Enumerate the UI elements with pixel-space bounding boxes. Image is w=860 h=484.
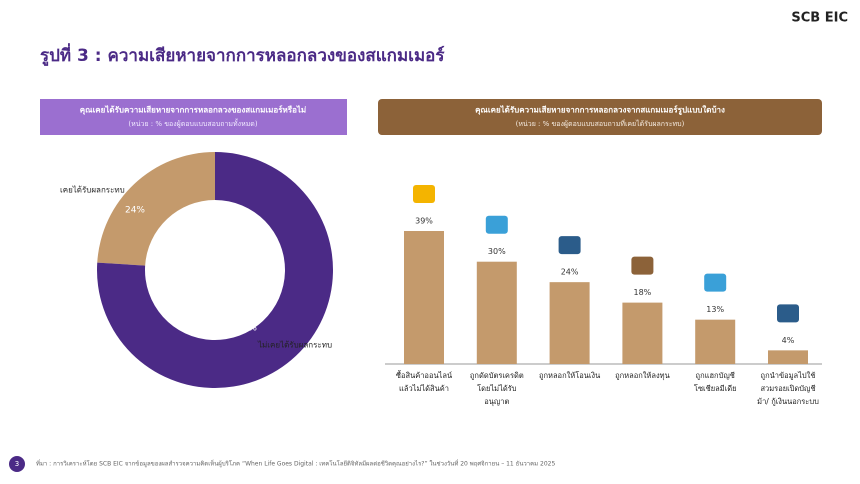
- bar-value-label: 13%: [706, 305, 724, 314]
- logo: SCB EIC: [791, 11, 848, 26]
- bar: [622, 302, 663, 364]
- right-header: [378, 99, 822, 135]
- bar-subtitle: (หน่วย : % ของผู้ตอบแบบสอบถามที่เคยได้รั…: [516, 119, 685, 128]
- x-category-label: อนุญาต: [484, 397, 509, 406]
- x-category-label: สวมรอยเปิดบัญชี: [760, 384, 815, 393]
- bar-value-label: 30%: [488, 247, 506, 256]
- x-category-label: ม้า/ กู้เงินนอกระบบ: [757, 397, 819, 406]
- bar-value-label: 4%: [782, 336, 795, 345]
- x-category-label: ถูกนำข้อมูลไปใช้: [761, 371, 816, 380]
- x-category-label: ถูกหลอกให้โอนเงิน: [539, 371, 600, 380]
- x-category-label: ถูกดัดบัตรเครดิต: [470, 371, 524, 380]
- x-category-label: แล้วไม่ได้สินค้า: [399, 384, 449, 393]
- x-category-label: โดยไม่ได้รับ: [477, 384, 517, 393]
- bar-value-label: 18%: [634, 288, 652, 297]
- slide-title: รูปที่ 3 : ความเสียหายจากการหลอกลวงของสแ…: [40, 43, 445, 67]
- bar-icon: [413, 185, 435, 203]
- donut-slice: [97, 152, 215, 266]
- page-number: 3: [15, 460, 19, 468]
- bar: [476, 261, 517, 364]
- bar-value-label: 24%: [561, 268, 579, 277]
- bar: [768, 350, 808, 364]
- bar-title: คุณเคยได้รับความเสียหายจากการหลอกลวงจากส…: [475, 105, 725, 116]
- bar: [404, 231, 444, 364]
- bar-icon: [631, 256, 654, 275]
- donut-slice: [97, 152, 334, 388]
- pie-title: คุณเคยได้รับความเสียหายจากการหลอกลวงของส…: [80, 105, 306, 116]
- bar-value-label: 39%: [415, 217, 433, 226]
- left-header: [40, 99, 347, 135]
- x-category-label: โซเชียลมีเดีย: [694, 384, 737, 393]
- source-note: ที่มา : การวิเคราะห์โดย SCB EIC จากข้อมู…: [36, 459, 556, 468]
- slice-value-label: 76%: [237, 324, 257, 334]
- x-category-label: ซื้อสินค้าออนไลน์: [396, 370, 452, 380]
- bar-icon: [485, 215, 508, 234]
- slice-category: ไม่เคยได้รับผลกระทบ: [257, 341, 332, 350]
- x-category-label: ถูกหลอกให้ลงทุน: [615, 371, 670, 380]
- bar-icon: [777, 304, 799, 323]
- page-badge: [9, 456, 25, 472]
- bar: [549, 282, 590, 364]
- x-category-label: ถูกแฮกบัญชี: [696, 371, 735, 380]
- pie-subtitle: (หน่วย : % ของผู้ตอบแบบสอบถามทั้งหมด): [128, 117, 257, 128]
- bar-icon: [558, 236, 581, 255]
- slice-value-label: 24%: [125, 206, 145, 216]
- slice-category: เคยได้รับผลกระทบ: [60, 186, 125, 195]
- bar-icon: [704, 273, 727, 292]
- bar: [695, 319, 736, 364]
